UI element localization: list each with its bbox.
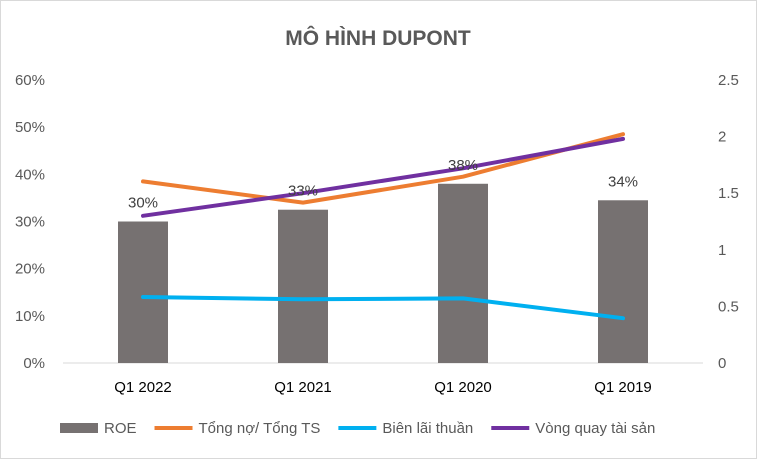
roe-bars <box>118 183 648 363</box>
left-tick-label: 40% <box>15 166 45 183</box>
roe-data-label: 34% <box>608 173 638 190</box>
chart-title: MÔ HÌNH DUPONT <box>285 26 471 50</box>
right-tick-label: 0.5 <box>718 298 739 315</box>
roe-bar <box>598 200 648 363</box>
left-tick-label: 60% <box>15 72 45 89</box>
legend: ROE Tổng nợ/ Tổng TS Biên lãi thuần Vòng qu… <box>60 420 655 437</box>
roe-data-label: 30% <box>128 195 158 212</box>
left-tick-label: 10% <box>15 308 45 325</box>
left-tick-label: 0% <box>23 355 45 372</box>
legend-label: Biên lãi thuần <box>382 420 473 437</box>
left-tick-label: 20% <box>15 261 45 278</box>
roe-bar <box>118 221 168 363</box>
category-labels: Q1 2022 Q1 2021 Q1 2020 Q1 2019 <box>114 379 652 396</box>
series-line-2 <box>141 136 625 218</box>
roe-data-label: 33% <box>288 183 318 200</box>
series-lines <box>141 132 625 321</box>
right-tick-label: 2.5 <box>718 72 739 89</box>
right-tick-label: 1 <box>718 242 726 259</box>
roe-bar <box>438 183 488 363</box>
left-axis: 0% 10% 20% 30% 40% 50% 60% <box>15 72 45 372</box>
roe-data-label: 38% <box>448 157 478 174</box>
category-label: Q1 2019 <box>594 379 652 396</box>
bar-data-labels: 30% 33% 38% 34% <box>128 157 638 212</box>
left-tick-label: 30% <box>15 214 45 231</box>
roe-bar <box>278 209 328 363</box>
series-line-0 <box>141 132 625 205</box>
category-label: Q1 2020 <box>434 379 492 396</box>
legend-swatch <box>60 423 98 433</box>
series-line-1 <box>141 295 625 321</box>
right-tick-label: 0 <box>718 355 726 372</box>
left-tick-label: 50% <box>15 119 45 136</box>
category-label: Q1 2022 <box>114 379 172 396</box>
right-axis: 0 0.5 1 1.5 2 2.5 <box>718 72 739 372</box>
right-tick-label: 2 <box>718 129 726 146</box>
legend-label: Vòng quay tài sản <box>535 420 655 437</box>
category-label: Q1 2021 <box>274 379 332 396</box>
legend-label: Tổng nợ/ Tổng TS <box>199 420 321 437</box>
right-tick-label: 1.5 <box>718 185 739 202</box>
legend-label: ROE <box>104 420 137 437</box>
